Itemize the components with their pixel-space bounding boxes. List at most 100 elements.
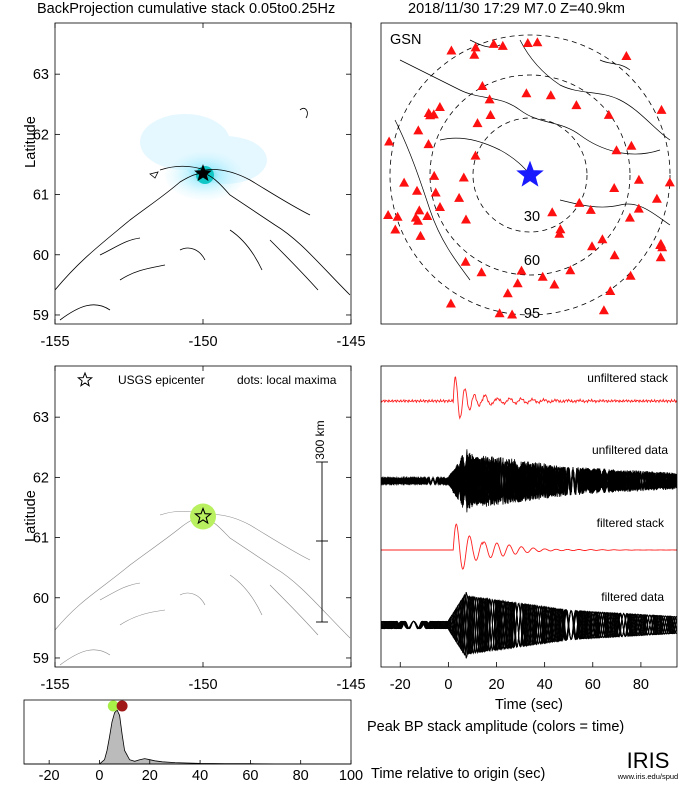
label-filtered-stack: filtered stack	[597, 516, 665, 530]
ring-label-60: 60	[524, 253, 540, 269]
bottom-map-epicenter-star	[193, 506, 213, 525]
y-tick-label: 60	[33, 248, 49, 264]
station-triangle	[472, 118, 483, 128]
logo-url: www.iris.edu/spud	[617, 772, 678, 781]
station-triangle	[446, 45, 457, 55]
y-tick-label: 63	[33, 67, 49, 83]
station-triangle	[485, 110, 496, 119]
station-triangle	[413, 125, 424, 135]
station-triangle	[502, 288, 513, 298]
local-maxima	[190, 503, 216, 530]
top-map-contents	[55, 107, 351, 321]
station-triangle	[470, 150, 481, 160]
ring-95-deg	[389, 34, 671, 316]
globe-epicenter-star	[516, 160, 544, 187]
station-triangle	[625, 270, 636, 280]
x-tick-label: -150	[188, 677, 217, 693]
y-tick-label: 61	[33, 188, 49, 204]
x-tick-label: 40	[537, 677, 553, 693]
label-unfiltered-stack: unfiltered stack	[587, 371, 669, 385]
x-tick-label: -145	[336, 334, 365, 350]
station-triangle	[626, 140, 637, 150]
station-triangle	[571, 100, 582, 110]
label-unfiltered-data: unfiltered data	[592, 443, 668, 457]
bottom-map-axes: -155 -150 -145 59 60 61 62 63	[33, 366, 366, 693]
station-triangle	[494, 308, 505, 318]
station-triangle	[460, 256, 471, 266]
ring-60-deg	[429, 74, 631, 276]
station-triangle	[624, 212, 635, 222]
x-tick-label: -20	[390, 677, 411, 693]
filtered-data-trace	[381, 596, 677, 657]
y-tick-label: 59	[33, 308, 49, 324]
amplitude-area	[24, 709, 352, 765]
station-triangle	[522, 38, 533, 47]
y-tick-label: 61	[33, 531, 49, 547]
waveform-frame	[380, 365, 678, 668]
globe-contents	[383, 34, 675, 319]
station-triangle	[512, 278, 523, 288]
station-triangle	[383, 210, 394, 219]
network-label: GSN	[390, 32, 421, 48]
peak-marker-late	[116, 700, 128, 712]
station-triangle	[547, 207, 558, 217]
station-triangle	[664, 177, 675, 187]
station-triangle	[521, 88, 532, 98]
station-triangle	[429, 170, 440, 180]
station-triangle	[384, 136, 395, 146]
legend-epicenter-label: USGS epicenter	[118, 373, 205, 387]
station-triangle	[399, 177, 410, 187]
station-triangle	[565, 265, 576, 275]
station-triangle	[412, 185, 422, 195]
station-triangle	[497, 40, 508, 50]
label-filtered-data: filtered data	[601, 590, 664, 604]
station-triangle	[461, 214, 471, 224]
legend-star-icon	[76, 371, 94, 387]
station-triangle	[603, 109, 614, 119]
bottom-coastlines	[55, 510, 351, 666]
x-tick-label: 40	[192, 768, 208, 784]
bottom-map-contents	[55, 510, 351, 666]
left-title: BackProjection cumulative stack 0.05to0.…	[37, 1, 335, 17]
waveform-xlabel: Time (sec)	[495, 697, 563, 713]
top-map-epicenter-star	[194, 164, 212, 182]
station-triangle	[507, 309, 518, 319]
station-triangle	[516, 265, 527, 275]
station-triangle	[587, 241, 597, 251]
station-triangle	[655, 252, 666, 262]
station-triangle	[390, 224, 401, 234]
waveform-clip-group	[381, 376, 677, 660]
station-triangle	[656, 104, 667, 114]
station-triangle	[609, 183, 620, 192]
epicenter-star	[194, 164, 212, 182]
waveform-axes: -20 0 20 40 60 80	[390, 662, 649, 693]
x-tick-label: 80	[293, 768, 309, 784]
station-triangle	[458, 172, 469, 182]
peak-marker-early	[107, 700, 119, 712]
x-tick-label: -145	[336, 677, 365, 693]
coastlines	[55, 107, 351, 321]
station-triangle	[445, 298, 456, 308]
station-markers	[383, 37, 675, 319]
y-tick-label: 60	[33, 591, 49, 607]
station-triangle	[423, 108, 434, 117]
station-triangle	[605, 286, 616, 295]
x-tick-label: 20	[488, 677, 504, 693]
waveform-traces	[381, 376, 677, 660]
station-triangle	[609, 250, 620, 260]
waveform-panel: unfiltered stack unfiltered data filtere…	[380, 365, 678, 713]
station-triangle	[434, 102, 445, 111]
station-triangle	[469, 49, 480, 59]
logo-text: IRIS	[627, 748, 670, 773]
amplitude-axes: -20 0 20 40 60 80 100	[39, 760, 363, 784]
station-triangle	[537, 271, 548, 281]
station-triangle	[454, 192, 465, 202]
station-triangle	[423, 139, 434, 149]
ring-label-30: 30	[524, 209, 540, 225]
amplitude-frame	[23, 699, 352, 765]
x-tick-label: 100	[339, 768, 363, 784]
station-triangle	[414, 205, 425, 215]
amplitude-xlabel: Time relative to origin (sec)	[371, 766, 545, 782]
right-title: 2018/11/30 17:29 M7.0 Z=40.9km	[408, 1, 625, 17]
